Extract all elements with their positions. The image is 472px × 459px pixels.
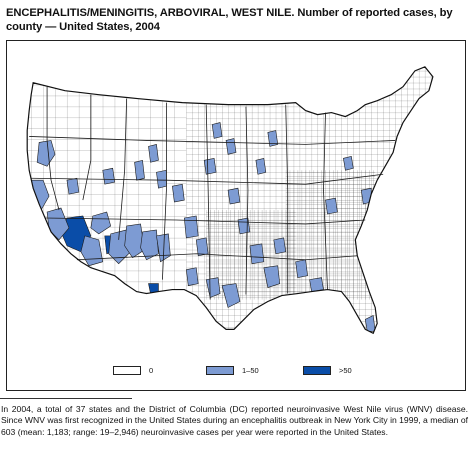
shaded-county-region [343, 155, 354, 171]
shaded-county-region [267, 130, 279, 147]
shaded-county-region [66, 177, 80, 195]
shaded-county-region [249, 243, 265, 265]
shaded-county-region [237, 217, 251, 235]
legend-label-zero: 0 [149, 365, 154, 375]
shaded-county-region [325, 197, 338, 215]
map-title: ENCEPHALITIS/MENINGITIS, ARBOVIRAL, WEST… [6, 7, 453, 33]
map-legend: 0 1–50 >50 [6, 362, 466, 382]
shaded-county-region [90, 211, 112, 235]
county-map-graphic [26, 66, 434, 335]
legend-swatch-zero [113, 365, 141, 375]
us-outline [26, 66, 434, 335]
shaded-county-region [221, 283, 241, 308]
legend-label-high: >50 [339, 365, 352, 375]
shaded-county-region [225, 138, 237, 155]
shaded-county-region [255, 157, 267, 175]
shaded-county-region [124, 223, 145, 259]
footnote-divider [0, 398, 132, 399]
us-county-map [6, 40, 466, 391]
legend-item-zero: 0 [113, 364, 153, 376]
shaded-county-region [183, 215, 199, 239]
shaded-county-region [185, 267, 199, 286]
shaded-county-region [156, 169, 167, 189]
legend-swatch-high [303, 365, 331, 375]
shaded-county-region [263, 265, 281, 288]
shaded-county-region [172, 183, 185, 203]
low-case-counties [30, 122, 376, 332]
shaded-county-region [273, 237, 287, 255]
shaded-county-region [148, 144, 159, 163]
legend-item-low: 1–50 [206, 364, 259, 376]
shaded-county-region [140, 229, 159, 261]
legend-item-high: >50 [303, 364, 352, 376]
footnote-text: In 2004, a total of 37 states and the Di… [1, 404, 468, 437]
shaded-county-region [195, 237, 209, 257]
legend-swatch-low [206, 365, 234, 375]
shaded-county-region [134, 159, 145, 181]
legend-label-low: 1–50 [242, 365, 259, 375]
shaded-county-region [295, 259, 308, 278]
shaded-county-region [102, 167, 116, 185]
shaded-county-region [36, 140, 56, 167]
shaded-county-region [309, 277, 324, 292]
shaded-county-region [227, 187, 241, 205]
shaded-county-region [80, 235, 104, 267]
shaded-county-region [203, 157, 217, 175]
shaded-county-region [211, 122, 223, 139]
